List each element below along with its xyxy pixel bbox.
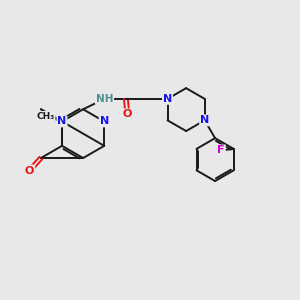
Text: N: N [163,94,172,104]
Text: O: O [123,109,132,119]
Text: CH₃: CH₃ [37,112,55,121]
Text: F: F [218,146,225,155]
Text: NH: NH [96,94,113,104]
Text: O: O [25,166,34,176]
Text: N: N [100,116,109,127]
Text: N: N [200,115,209,125]
Text: N: N [57,116,67,127]
